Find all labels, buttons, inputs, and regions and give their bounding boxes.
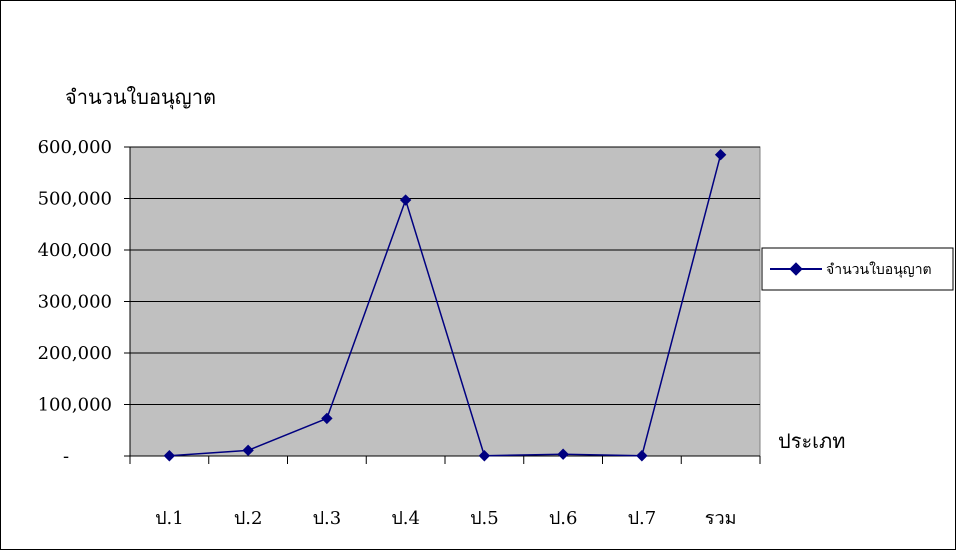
data-point <box>321 412 333 425</box>
series-line <box>169 154 722 457</box>
data-point <box>478 450 491 462</box>
y-tick-label: 500,000 <box>38 189 112 210</box>
data-point <box>399 194 412 206</box>
series-layer <box>163 149 727 462</box>
data-point <box>163 450 176 462</box>
y-axis-label: จำนวนใบอนุญาต <box>65 85 216 110</box>
x-axis-ticks: ป.1 ป.2 ป.3 ป.4 ป.5 ป.6 ป.7 รวม <box>129 456 761 529</box>
y-axis-ticks: - 100,000 200,000 300,000 400,000 500,000 600,… <box>38 137 130 467</box>
x-tick-label: ป.3 <box>313 508 342 529</box>
y-tick-label: - <box>63 446 69 467</box>
x-tick-label: ป.5 <box>470 508 499 529</box>
data-point <box>557 448 569 460</box>
y-tick-label: 100,000 <box>38 395 112 416</box>
x-axis-label: ประเภท <box>778 429 845 453</box>
x-tick-label: ป.7 <box>628 508 657 529</box>
legend-marker <box>789 262 803 276</box>
x-tick-label: ป.6 <box>549 508 578 529</box>
legend: จำนวนใบอนุญาต <box>761 247 954 291</box>
legend-label: จำนวนใบอนุญาต <box>826 261 932 278</box>
y-tick-label: 200,000 <box>38 343 112 364</box>
x-tick-label: ป.1 <box>155 508 184 529</box>
x-tick-label: รวม <box>705 508 737 529</box>
gridlines <box>130 146 760 405</box>
x-tick-label: ป.2 <box>234 508 263 529</box>
y-tick-label: 400,000 <box>38 240 112 261</box>
data-point <box>714 149 727 161</box>
y-tick-label: 300,000 <box>38 292 112 313</box>
x-tick-label: ป.4 <box>391 508 420 529</box>
data-point <box>242 444 254 457</box>
data-point <box>636 450 648 462</box>
y-tick-label: 600,000 <box>38 137 112 158</box>
